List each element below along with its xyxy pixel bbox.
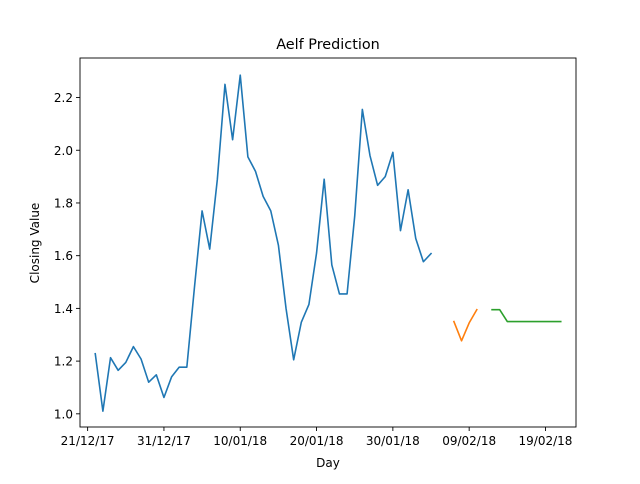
y-tick-label-0: 1.0 (54, 407, 73, 421)
y-tick-label-5: 2.0 (54, 144, 73, 158)
x-tick-label-1: 31/12/17 (137, 434, 191, 448)
series-line-2 (491, 308, 562, 323)
x-tick-label-0: 21/12/17 (61, 434, 115, 448)
x-axis-label: Day (316, 456, 340, 470)
chart-title: Aelf Prediction (276, 37, 380, 53)
y-tick-label-6: 2.2 (54, 91, 73, 105)
plot-area: 21/12/17 31/12/17 10/01/18 20/01/18 30/01/18… (54, 57, 577, 448)
y-tick-label-1: 1.2 (54, 355, 73, 369)
axes-frame (79, 57, 577, 428)
y-tick-label-3: 1.6 (54, 249, 73, 263)
x-tick-label-2: 10/01/18 (213, 434, 267, 448)
x-tick-label-5: 09/02/18 (442, 434, 496, 448)
y-axis-label: Closing Value (28, 203, 42, 284)
y-tick-label-4: 1.8 (54, 196, 73, 210)
series-line-1 (452, 308, 478, 342)
x-tick-label-3: 20/01/18 (290, 434, 344, 448)
y-tick-label-2: 1.4 (54, 302, 73, 316)
x-tick-label-4: 30/01/18 (366, 434, 420, 448)
series-line-0 (94, 74, 433, 412)
x-tick-label-6: 19/02/18 (519, 434, 573, 448)
